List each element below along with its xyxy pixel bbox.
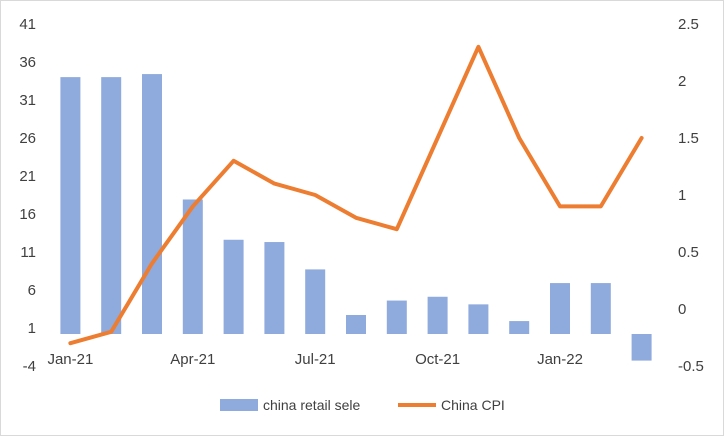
retail-sales-bar [550, 283, 570, 334]
x-axis-tick-label: Jul-21 [295, 351, 336, 368]
right-axis-ticks: 2.5 2 1.5 1 0.5 0 -0.5 [678, 16, 704, 375]
retail-sales-bar [101, 77, 122, 335]
retail-sales-bar [182, 199, 203, 334]
right-axis-tick-label: 1.5 [678, 130, 699, 147]
left-axis-tick-label: 26 [19, 130, 36, 147]
retail-sales-bars [60, 74, 652, 361]
left-axis-tick-label: 6 [28, 282, 36, 299]
legend-label-cpi: China CPI [441, 397, 505, 413]
x-axis-tick-label: Apr-21 [170, 351, 215, 368]
x-axis-tick-label: Jan-21 [47, 351, 93, 368]
legend-swatch-retail-sales [220, 399, 258, 411]
retail-sales-bar [305, 269, 326, 334]
left-axis-tick-label: 36 [19, 54, 36, 71]
left-axis-tick-label: 11 [20, 244, 36, 261]
retail-sales-bar [223, 239, 244, 334]
retail-sales-bar [468, 304, 489, 334]
right-axis-tick-label: 0 [678, 301, 686, 318]
retail-sales-bar [264, 242, 285, 334]
legend-label-retail-sales: china retail sele [263, 397, 360, 413]
cpi-line-layer [68, 44, 644, 346]
right-axis-tick-label: -0.5 [678, 358, 704, 375]
left-axis-tick-label: 31 [19, 92, 36, 109]
retail-sales-bar [60, 77, 81, 335]
left-axis-tick-label: -4 [23, 358, 36, 375]
x-axis-tick-label: Oct-21 [415, 351, 460, 368]
left-axis-tick-label: 21 [19, 168, 36, 185]
left-axis-tick-label: 1 [28, 320, 36, 337]
retail-sales-bar [346, 315, 366, 334]
x-axis-tick-label: Jan-22 [537, 351, 583, 368]
x-axis-ticks: Jan-21 Apr-21 Jul-21 Oct-21 Jan-22 [47, 351, 582, 368]
left-axis-tick-label: 41 [19, 16, 36, 33]
left-axis-tick-label: 16 [19, 206, 36, 223]
retail-sales-bar [142, 74, 162, 334]
right-axis-tick-label: 0.5 [678, 244, 699, 261]
legend: china retail sele China CPI [220, 397, 505, 413]
retail-sales-bar [386, 300, 407, 334]
right-axis-tick-label: 2.5 [678, 16, 699, 33]
right-axis-tick-label: 2 [678, 73, 686, 90]
retail-sales-bar [631, 334, 652, 361]
retail-sales-bar [590, 283, 611, 334]
retail-sales-bar [509, 321, 530, 334]
right-axis-tick-label: 1 [678, 187, 686, 204]
left-axis-ticks: 41 36 31 26 21 16 11 6 1 -4 [19, 16, 36, 375]
retail-sales-bar [427, 296, 448, 334]
